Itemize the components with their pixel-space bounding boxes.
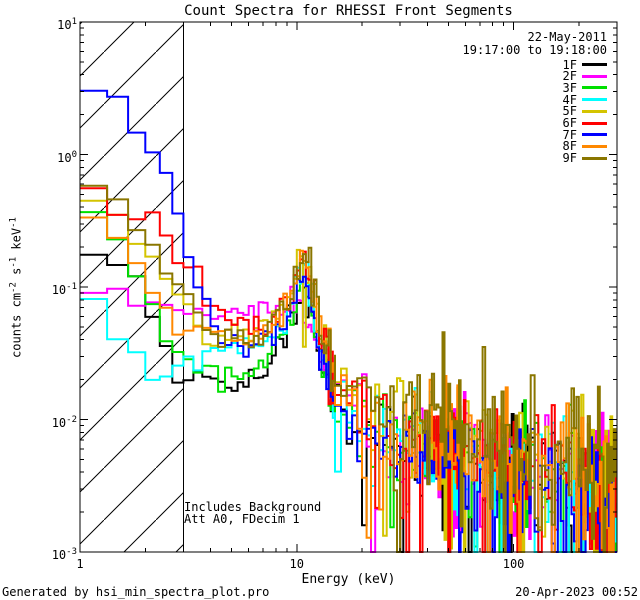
legend-label-4F: 4F [562, 92, 577, 107]
observation-date: 22-May-2011 [527, 30, 607, 44]
background-note: Includes Background [184, 500, 322, 514]
legend-swatch-2F [582, 74, 607, 78]
legend-label-5F: 5F [562, 104, 577, 119]
legend-swatch-6F [582, 121, 607, 125]
legend-label-2F: 2F [562, 69, 577, 84]
series-line-7F [80, 89, 617, 553]
footer-timestamp: 20-Apr-2023 00:52 [515, 585, 638, 599]
legend-label-1F: 1F [562, 57, 577, 72]
observation-time-range: 19:17:00 to 19:18:00 [462, 42, 608, 57]
y-tick-label-10-2: 10-2 [51, 414, 77, 430]
y-tick-label-10-1: 10-1 [51, 282, 77, 297]
legend-swatch-3F [582, 86, 607, 90]
y-tick-label-100: 100 [57, 149, 77, 165]
legend-label-6F: 6F [562, 116, 577, 130]
legend-label-9F: 9F [562, 151, 577, 166]
attenuator-note: Att A0, FDecim 1 [184, 512, 300, 526]
legend-swatch-7F [582, 133, 607, 137]
x-axis-label: Energy (keV) [301, 572, 396, 587]
x-tick-label-100: 100 [502, 557, 525, 571]
y-axis-label: counts cm-2 s-1 keV-1 [8, 217, 24, 358]
spectra-series-group [80, 89, 617, 553]
x-tick-label-1: 1 [76, 557, 84, 571]
low-energy-hatch-region [80, 22, 184, 552]
legend-swatch-5F [582, 109, 607, 113]
y-tick-label-101: 101 [57, 17, 77, 32]
legend-label-7F: 7F [562, 127, 577, 142]
legend-swatch-9F [582, 156, 607, 160]
footer-generator-text: Generated by hsi_min_spectra_plot.pro [2, 585, 270, 599]
legend-swatch-1F [582, 63, 607, 66]
legend-label-8F: 8F [562, 139, 577, 154]
legend-swatch-8F [582, 144, 607, 148]
series-line-9F [80, 184, 617, 553]
axis-ticks [79, 21, 618, 553]
x-tick-label-10: 10 [289, 557, 305, 571]
y-tick-label-10-3: 10-3 [51, 547, 77, 562]
page-title: Count Spectra for RHESSI Front Segments [184, 3, 513, 19]
legend-label-3F: 3F [562, 80, 577, 95]
legend-swatch-4F [582, 98, 607, 102]
